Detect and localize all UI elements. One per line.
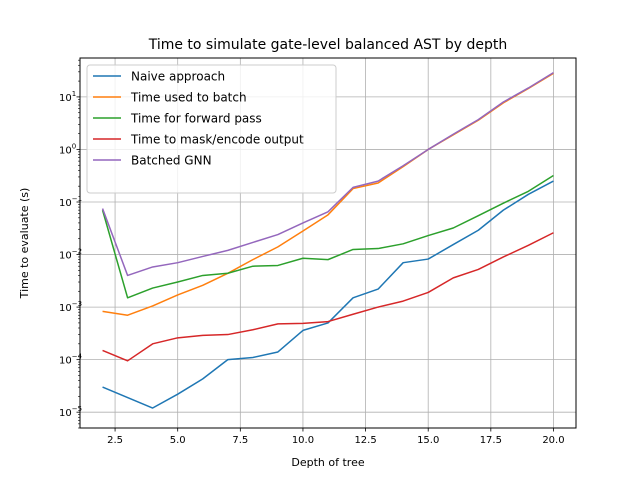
legend: Naive approach Time used to batch Time for…	[86, 64, 337, 194]
y-tick-base: 10	[59, 145, 72, 156]
x-axis-ticks: 2.5 5.0 7.5 10.0 12.5 15.0 17.5 20.0	[107, 428, 565, 446]
x-tick-label: 7.5	[232, 435, 248, 446]
x-tick-label: 5.0	[170, 435, 186, 446]
x-tick-label: 2.5	[107, 435, 123, 446]
y-tick-label: 100	[59, 142, 76, 156]
y-tick-base: 10	[59, 356, 72, 367]
y-tick-exponent: −5	[72, 405, 82, 413]
y-tick-base: 10	[59, 93, 72, 104]
y-tick-exponent: −1	[72, 195, 82, 203]
legend-label: Time used to batch	[130, 91, 247, 105]
series-line-0	[102, 180, 554, 409]
x-tick-label: 20.0	[542, 435, 564, 446]
x-tick-label: 15.0	[417, 435, 439, 446]
series-line-2	[101, 174, 554, 299]
series-line-4	[101, 71, 554, 277]
y-tick-label: 10−4	[59, 353, 83, 367]
y-axis-label: Time to evaluate (s)	[18, 188, 31, 300]
plot-frame	[79, 57, 577, 429]
chart-title: Time to simulate gate-level balanced AST…	[148, 37, 508, 53]
y-tick-label: 10−1	[59, 195, 82, 209]
y-tick-exponent: −3	[72, 300, 82, 308]
x-tick-label: 17.5	[480, 435, 502, 446]
y-tick-exponent: 1	[72, 90, 76, 98]
y-tick-base: 10	[59, 251, 72, 262]
y-tick-label: 101	[59, 90, 76, 104]
y-tick-base: 10	[59, 408, 72, 419]
x-tick-label: 10.0	[292, 435, 314, 446]
y-tick-exponent: −2	[72, 248, 82, 256]
y-tick-label: 10−2	[59, 248, 82, 262]
series-lines	[101, 71, 554, 409]
y-tick-label: 10−5	[59, 405, 82, 419]
y-tick-label: 10−3	[59, 300, 82, 314]
legend-label: Batched GNN	[131, 154, 212, 168]
y-tick-base: 10	[59, 198, 72, 209]
x-axis-label: Depth of tree	[291, 456, 364, 469]
x-tick-label: 12.5	[354, 435, 376, 446]
legend-label: Naive approach	[131, 70, 225, 84]
legend-label: Time for forward pass	[130, 112, 262, 126]
y-tick-exponent: −4	[72, 353, 83, 361]
legend-box	[86, 64, 337, 194]
legend-label: Time to mask/encode output	[130, 133, 304, 147]
y-tick-base: 10	[59, 303, 72, 314]
y-tick-exponent: 0	[72, 142, 76, 150]
series-line-3	[102, 232, 554, 362]
